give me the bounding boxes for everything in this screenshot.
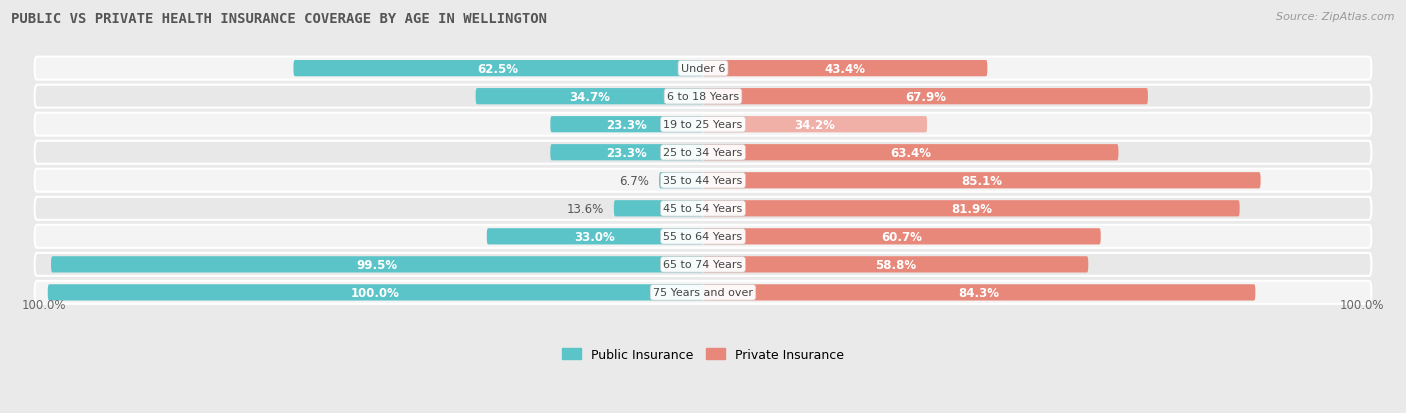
Text: Source: ZipAtlas.com: Source: ZipAtlas.com [1277, 12, 1395, 22]
Text: PUBLIC VS PRIVATE HEALTH INSURANCE COVERAGE BY AGE IN WELLINGTON: PUBLIC VS PRIVATE HEALTH INSURANCE COVER… [11, 12, 547, 26]
FancyBboxPatch shape [48, 285, 703, 301]
FancyBboxPatch shape [703, 145, 1118, 161]
Text: 63.4%: 63.4% [890, 146, 931, 159]
Text: 58.8%: 58.8% [875, 258, 917, 271]
Legend: Public Insurance, Private Insurance: Public Insurance, Private Insurance [557, 343, 849, 366]
Text: 81.9%: 81.9% [950, 202, 991, 215]
Text: 100.0%: 100.0% [21, 299, 66, 312]
Text: 13.6%: 13.6% [567, 202, 605, 215]
FancyBboxPatch shape [703, 229, 1101, 245]
FancyBboxPatch shape [550, 117, 703, 133]
Text: 100.0%: 100.0% [1340, 299, 1385, 312]
FancyBboxPatch shape [35, 85, 1371, 108]
Text: Under 6: Under 6 [681, 64, 725, 74]
Text: 33.0%: 33.0% [575, 230, 616, 243]
FancyBboxPatch shape [703, 89, 1147, 105]
Text: 100.0%: 100.0% [352, 286, 399, 299]
FancyBboxPatch shape [703, 201, 1240, 217]
FancyBboxPatch shape [486, 229, 703, 245]
FancyBboxPatch shape [35, 57, 1371, 81]
FancyBboxPatch shape [35, 114, 1371, 136]
Text: 25 to 34 Years: 25 to 34 Years [664, 148, 742, 158]
Text: 35 to 44 Years: 35 to 44 Years [664, 176, 742, 186]
Text: 6.7%: 6.7% [620, 174, 650, 188]
Text: 60.7%: 60.7% [882, 230, 922, 243]
Text: 67.9%: 67.9% [905, 90, 946, 103]
Text: 34.2%: 34.2% [794, 119, 835, 131]
FancyBboxPatch shape [35, 169, 1371, 192]
FancyBboxPatch shape [475, 89, 703, 105]
FancyBboxPatch shape [703, 173, 1261, 189]
FancyBboxPatch shape [703, 256, 1088, 273]
FancyBboxPatch shape [703, 285, 1256, 301]
Text: 34.7%: 34.7% [569, 90, 610, 103]
Text: 6 to 18 Years: 6 to 18 Years [666, 92, 740, 102]
Text: 99.5%: 99.5% [357, 258, 398, 271]
Text: 75 Years and over: 75 Years and over [652, 288, 754, 298]
Text: 65 to 74 Years: 65 to 74 Years [664, 260, 742, 270]
FancyBboxPatch shape [294, 61, 703, 77]
FancyBboxPatch shape [550, 145, 703, 161]
Text: 85.1%: 85.1% [962, 174, 1002, 188]
Text: 45 to 54 Years: 45 to 54 Years [664, 204, 742, 214]
Text: 43.4%: 43.4% [825, 62, 866, 76]
FancyBboxPatch shape [35, 281, 1371, 304]
FancyBboxPatch shape [35, 141, 1371, 164]
FancyBboxPatch shape [35, 225, 1371, 248]
FancyBboxPatch shape [614, 201, 703, 217]
Text: 23.3%: 23.3% [606, 146, 647, 159]
FancyBboxPatch shape [35, 197, 1371, 220]
Text: 23.3%: 23.3% [606, 119, 647, 131]
FancyBboxPatch shape [703, 61, 987, 77]
FancyBboxPatch shape [35, 253, 1371, 276]
FancyBboxPatch shape [51, 256, 703, 273]
Text: 55 to 64 Years: 55 to 64 Years [664, 232, 742, 242]
FancyBboxPatch shape [703, 117, 927, 133]
Text: 62.5%: 62.5% [478, 62, 519, 76]
FancyBboxPatch shape [659, 173, 703, 189]
Text: 84.3%: 84.3% [959, 286, 1000, 299]
Text: 19 to 25 Years: 19 to 25 Years [664, 120, 742, 130]
